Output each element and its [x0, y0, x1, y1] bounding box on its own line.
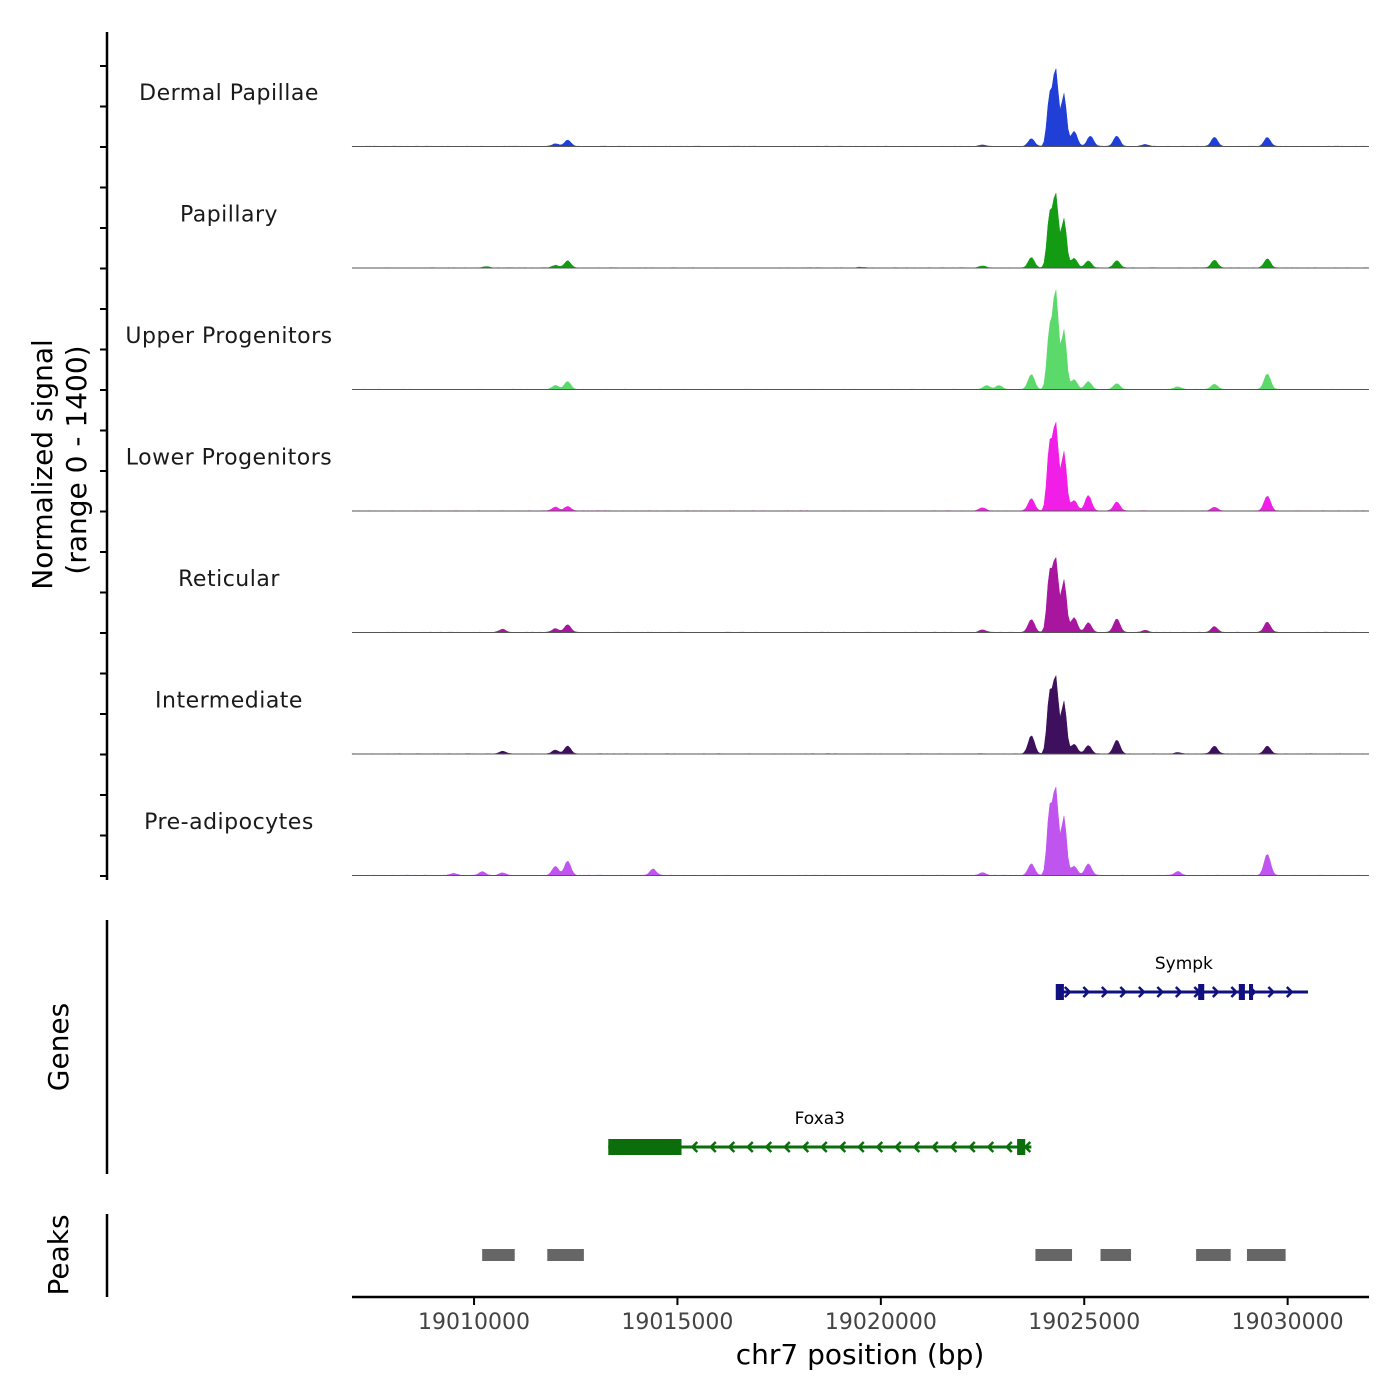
strand-chevron — [968, 1141, 976, 1153]
y-axis-title-line2: (range 0 - 1400) — [60, 345, 93, 574]
exon — [1017, 1139, 1026, 1155]
peaks-panel-label: Peaks — [42, 1214, 75, 1295]
gene-sympk: Sympk — [1055, 954, 1308, 1000]
exon — [1248, 984, 1254, 1000]
strand-chevron — [894, 1141, 902, 1153]
signal-y-axis — [100, 32, 109, 880]
x-axis-ticks: 19010000 19015000 19020000 19025000 19030000 — [418, 1297, 1344, 1335]
strand-chevron — [1267, 986, 1276, 998]
track-label: Reticular — [178, 567, 280, 592]
strand-chevron — [1230, 986, 1239, 998]
track-papillary: Papillary — [180, 193, 1370, 269]
strand-chevron — [1005, 1141, 1013, 1153]
strand-chevron — [875, 1141, 884, 1153]
peaks-panel — [482, 1249, 1286, 1261]
track-label: Intermediate — [155, 689, 303, 714]
strand-chevron — [764, 1141, 773, 1153]
strand-chevron — [857, 1141, 865, 1153]
strand-chevron — [912, 1141, 921, 1153]
track-intermediate: Intermediate — [155, 674, 1370, 755]
peak-region — [547, 1249, 584, 1261]
track-label: Lower Progenitors — [126, 446, 332, 471]
strand-chevron — [746, 1141, 754, 1153]
track-reticular: Reticular — [178, 556, 1370, 633]
track-label: Dermal Papillae — [139, 81, 319, 106]
strand-chevron — [801, 1141, 810, 1153]
x-tick-label: 19030000 — [1232, 1310, 1344, 1335]
strand-chevron — [949, 1141, 958, 1153]
strand-chevron — [1023, 1141, 1032, 1153]
x-tick-label: 19020000 — [825, 1310, 937, 1335]
signal-area — [351, 289, 1370, 390]
signal-area — [351, 193, 1370, 269]
track-label: Papillary — [180, 203, 278, 228]
x-tick-label: 19015000 — [621, 1310, 733, 1335]
peak-region — [482, 1249, 515, 1261]
exon — [608, 1139, 682, 1155]
track-lower-progenitors: Lower Progenitors — [126, 422, 1370, 512]
gene-label: Foxa3 — [795, 1109, 845, 1129]
exon — [1198, 984, 1205, 1000]
strand-chevron — [1174, 986, 1183, 998]
x-tick-label: 19025000 — [1028, 1310, 1140, 1335]
strand-chevron — [1285, 986, 1294, 998]
strand-chevron — [986, 1141, 995, 1153]
x-axis-title: chr7 position (bp) — [736, 1338, 985, 1371]
signal-area — [351, 674, 1370, 755]
strand-chevron — [838, 1141, 847, 1153]
track-dermal-papillae: Dermal Papillae — [139, 68, 1370, 147]
x-tick-label: 19010000 — [418, 1310, 530, 1335]
gene-label: Sympk — [1155, 954, 1213, 974]
peak-region — [1035, 1249, 1073, 1261]
signal-area — [351, 556, 1370, 633]
track-upper-progenitors: Upper Progenitors — [125, 289, 1370, 390]
strand-chevron — [1082, 986, 1091, 998]
strand-chevron — [1100, 986, 1109, 998]
strand-chevron — [1156, 986, 1165, 998]
peak-region — [1246, 1249, 1286, 1261]
strand-chevron — [690, 1141, 699, 1153]
genes-panel-label: Genes — [42, 1003, 75, 1091]
signal-area — [351, 786, 1370, 876]
strand-chevron — [709, 1141, 717, 1153]
strand-chevron — [783, 1141, 791, 1153]
track-pre-adipocytes: Pre-adipocytes — [144, 786, 1370, 876]
strand-chevron — [727, 1141, 736, 1153]
gene-foxa3: Foxa3 — [608, 1109, 1032, 1155]
strand-chevron — [820, 1141, 828, 1153]
signal-area — [351, 68, 1370, 147]
strand-chevron — [931, 1141, 939, 1153]
y-axis-title: Normalized signal (range 0 - 1400) — [26, 330, 93, 589]
strand-chevron — [1137, 986, 1146, 998]
signal-area — [351, 422, 1370, 512]
peak-region — [1196, 1249, 1231, 1261]
peak-region — [1100, 1249, 1132, 1261]
exon — [1055, 984, 1064, 1000]
y-axis-title-line1: Normalized signal — [26, 339, 59, 590]
track-label: Upper Progenitors — [125, 324, 332, 349]
strand-chevron — [1211, 986, 1220, 998]
track-label: Pre-adipocytes — [144, 810, 314, 835]
genes-panel: Sympk Foxa3 — [608, 954, 1308, 1155]
signal-tracks: Dermal Papillae Papillary Upper Progenitor… — [125, 68, 1370, 876]
exon — [1238, 984, 1245, 1000]
strand-chevron — [1063, 986, 1072, 998]
strand-chevron — [1119, 986, 1128, 998]
